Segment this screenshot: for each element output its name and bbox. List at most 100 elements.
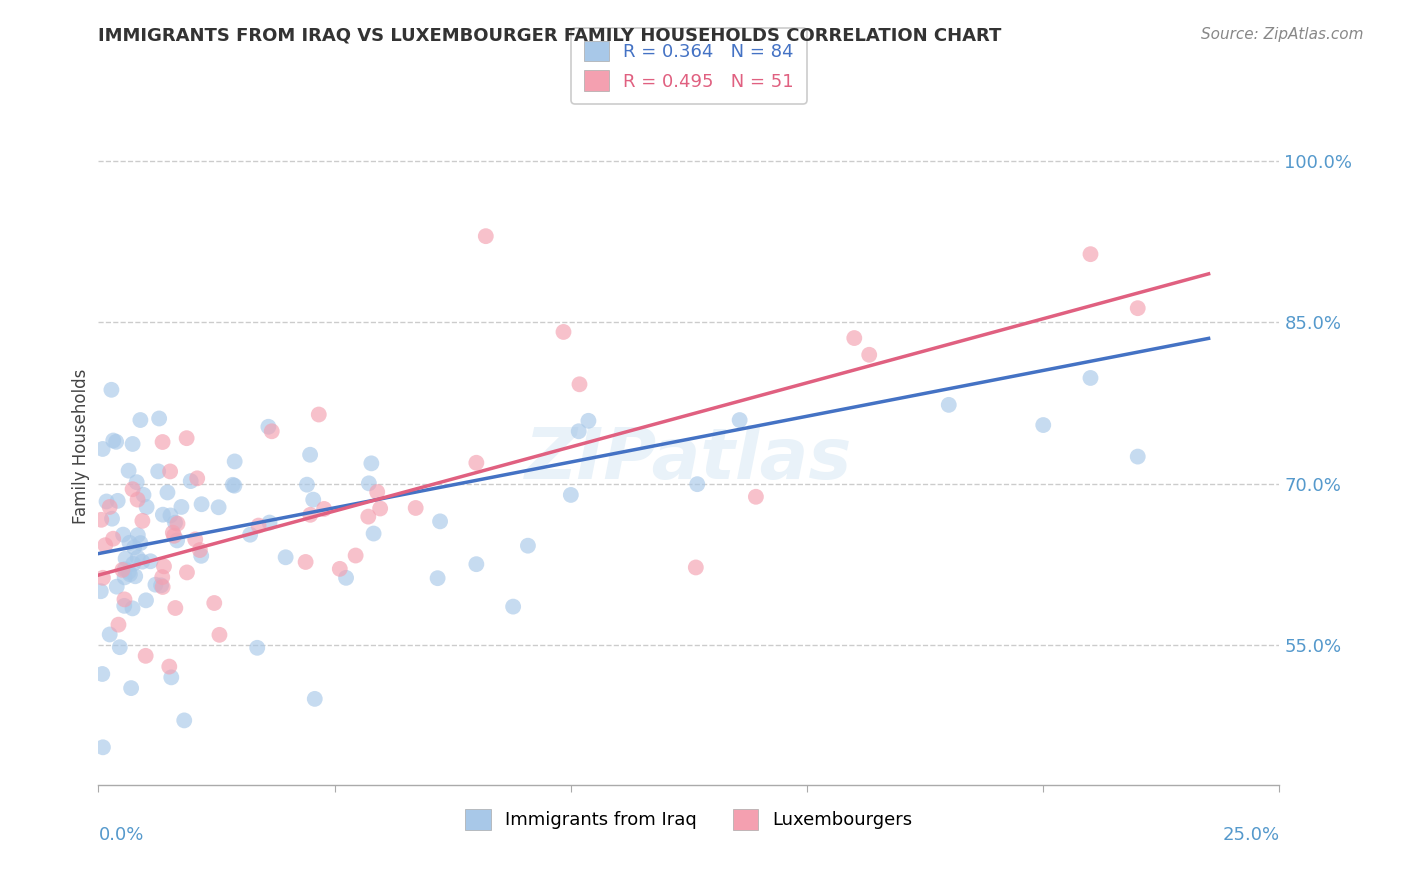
Point — [91, 667, 114, 681]
Point — [121, 437, 143, 451]
Point — [127, 528, 149, 542]
Point — [163, 516, 186, 530]
Point — [502, 599, 524, 614]
Point — [118, 567, 141, 582]
Point — [156, 485, 179, 500]
Point — [114, 592, 136, 607]
Point — [259, 516, 281, 530]
Point — [176, 566, 198, 580]
Text: Source: ZipAtlas.com: Source: ZipAtlas.com — [1201, 27, 1364, 42]
Point — [131, 555, 153, 569]
Point — [108, 640, 131, 655]
Point — [368, 501, 391, 516]
Point — [1126, 450, 1149, 464]
Point — [101, 532, 124, 546]
Point — [1126, 301, 1149, 316]
Point — [153, 559, 176, 574]
Point — [247, 518, 270, 533]
Point — [176, 431, 198, 445]
Point — [578, 414, 600, 428]
Point — [274, 550, 297, 565]
Point — [159, 465, 181, 479]
Point — [239, 527, 262, 541]
Point — [98, 500, 121, 514]
Point — [105, 580, 128, 594]
Point — [127, 492, 149, 507]
Point — [152, 435, 174, 450]
Point — [166, 533, 188, 548]
Point — [103, 434, 125, 448]
Point — [94, 538, 117, 552]
Point — [257, 419, 280, 434]
Point — [152, 508, 174, 522]
Point — [100, 383, 122, 397]
Point — [207, 500, 229, 515]
Point — [186, 471, 208, 485]
Point — [120, 681, 142, 695]
Point — [165, 601, 187, 615]
Point — [295, 477, 318, 491]
Point — [188, 543, 211, 558]
Point — [553, 325, 575, 339]
Point — [475, 229, 498, 244]
Point — [131, 514, 153, 528]
Point — [124, 569, 146, 583]
Point — [224, 454, 246, 468]
Point — [1032, 418, 1054, 433]
Point — [686, 477, 709, 491]
Point — [162, 525, 184, 540]
Text: ZIPatlas: ZIPatlas — [526, 425, 852, 494]
Point — [357, 476, 380, 491]
Text: 25.0%: 25.0% — [1222, 826, 1279, 844]
Point — [568, 424, 591, 438]
Point — [299, 448, 322, 462]
Point — [190, 549, 212, 563]
Point — [112, 599, 135, 613]
Point — [118, 565, 141, 579]
Point — [465, 456, 488, 470]
Point — [938, 398, 960, 412]
Point — [150, 570, 173, 584]
Point — [98, 627, 121, 641]
Point — [96, 494, 118, 508]
Point — [111, 563, 134, 577]
Point — [91, 442, 114, 456]
Point — [335, 571, 357, 585]
Point — [366, 485, 388, 500]
Point — [90, 584, 112, 599]
Point — [114, 562, 136, 576]
Point — [360, 456, 382, 470]
Point — [101, 511, 124, 525]
Point — [91, 571, 114, 585]
Text: 0.0%: 0.0% — [98, 826, 143, 844]
Point — [314, 502, 336, 516]
Point — [145, 577, 167, 591]
Point — [114, 570, 136, 584]
Point — [516, 539, 538, 553]
Point — [159, 508, 181, 523]
Point — [121, 601, 143, 615]
Point — [299, 508, 322, 522]
Point — [728, 413, 751, 427]
Point — [560, 488, 582, 502]
Point — [122, 557, 145, 571]
Point — [302, 492, 325, 507]
Point — [1080, 247, 1102, 261]
Point — [685, 560, 707, 574]
Y-axis label: Family Households: Family Households — [72, 368, 90, 524]
Point — [329, 562, 352, 576]
Point — [135, 500, 157, 514]
Point — [844, 331, 866, 345]
Point — [1080, 371, 1102, 385]
Point — [173, 714, 195, 728]
Point — [184, 533, 207, 547]
Point — [118, 536, 141, 550]
Point — [429, 514, 451, 528]
Legend: Immigrants from Iraq, Luxembourgers: Immigrants from Iraq, Luxembourgers — [458, 802, 920, 837]
Point — [135, 648, 157, 663]
Point — [107, 617, 129, 632]
Point — [465, 557, 488, 571]
Point — [112, 527, 135, 541]
Point — [139, 554, 162, 568]
Point — [125, 475, 148, 490]
